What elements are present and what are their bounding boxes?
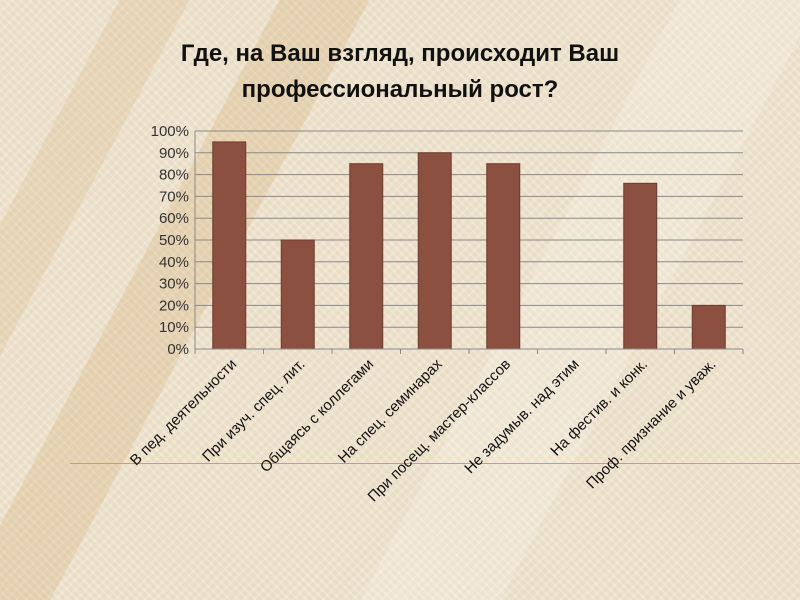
y-tick-label: 50% [159,232,189,249]
x-tick-label: Проф. признание и уваж. [583,356,720,493]
bar [280,239,315,350]
bar [486,163,521,350]
bar [349,163,384,350]
y-axis: 0% 10% 20% 30% 40% 50% 60% 70% 80% 90% 100% [151,123,196,358]
y-tick-label: 0% [167,341,189,358]
bar [691,304,726,350]
y-tick-label: 90% [159,145,189,162]
bar [623,182,658,350]
bar [212,141,247,350]
y-tick-label: 40% [159,254,189,271]
chart-title: Где, на Ваш взгляд, происходит Ваш профе… [120,36,680,108]
y-tick-label: 60% [159,210,189,227]
chart-title-line: профессиональный рост? [241,76,559,103]
slide-divider [70,463,800,464]
y-tick-label: 100% [151,123,189,140]
bars [212,141,726,350]
x-tick-label: Общаясь с коллегами [257,356,377,476]
x-tick-label: Не задумыв. над этим [461,356,582,477]
chart-title-line: Где, на Ваш взгляд, происходит Ваш [180,40,620,67]
gridlines [195,130,743,350]
y-tick-label: 20% [159,297,189,314]
y-tick-label: 80% [159,167,189,184]
y-tick-label: 70% [159,188,189,205]
y-tick-label: 30% [159,276,189,293]
x-tick-label: При посещ. мастер-классов [365,356,515,506]
y-tick-label: 10% [159,319,189,336]
bar [417,152,452,350]
